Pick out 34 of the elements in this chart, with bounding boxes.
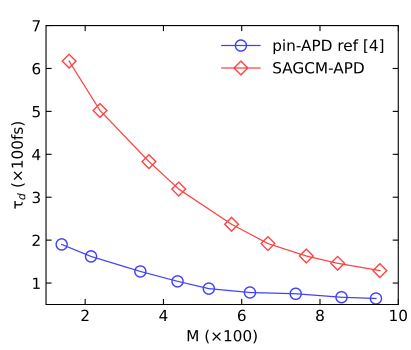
x-tick-label: 8 bbox=[316, 310, 324, 322]
y-tick-label: 4 bbox=[32, 148, 40, 160]
x-tick-label: 2 bbox=[81, 310, 88, 321]
point bbox=[171, 181, 186, 197]
point bbox=[260, 236, 276, 252]
point bbox=[298, 248, 314, 264]
point bbox=[134, 265, 147, 278]
y-tick-label: 7 bbox=[32, 20, 40, 32]
y-tick-label: 2 bbox=[32, 234, 40, 246]
x-axis-title: M (×100) bbox=[188, 330, 257, 344]
legend-label: SAGCM-APD bbox=[273, 62, 364, 74]
y-axis-title: τ$_{d}$ (×100fs) bbox=[11, 122, 26, 209]
point bbox=[55, 238, 68, 251]
point bbox=[244, 286, 256, 299]
point bbox=[289, 288, 302, 300]
point bbox=[92, 102, 108, 118]
y-tick-label: 3 bbox=[32, 192, 40, 204]
point bbox=[335, 290, 348, 304]
point bbox=[370, 292, 382, 304]
point bbox=[372, 263, 388, 278]
x-tick-label: 10 bbox=[390, 310, 407, 322]
y-tick-label: 5 bbox=[32, 106, 40, 118]
point bbox=[141, 154, 157, 170]
point bbox=[171, 275, 184, 288]
legend-label: pin-APD ref [4] bbox=[274, 39, 384, 54]
point bbox=[62, 54, 77, 69]
x-tick-label: 6 bbox=[238, 310, 246, 322]
y-tick-label: 6 bbox=[32, 62, 40, 74]
x-tick-label: 4 bbox=[159, 310, 168, 321]
point bbox=[84, 250, 98, 263]
y-tick-label: 1 bbox=[33, 278, 40, 289]
point bbox=[330, 256, 346, 271]
point bbox=[224, 216, 240, 232]
point bbox=[202, 282, 216, 295]
